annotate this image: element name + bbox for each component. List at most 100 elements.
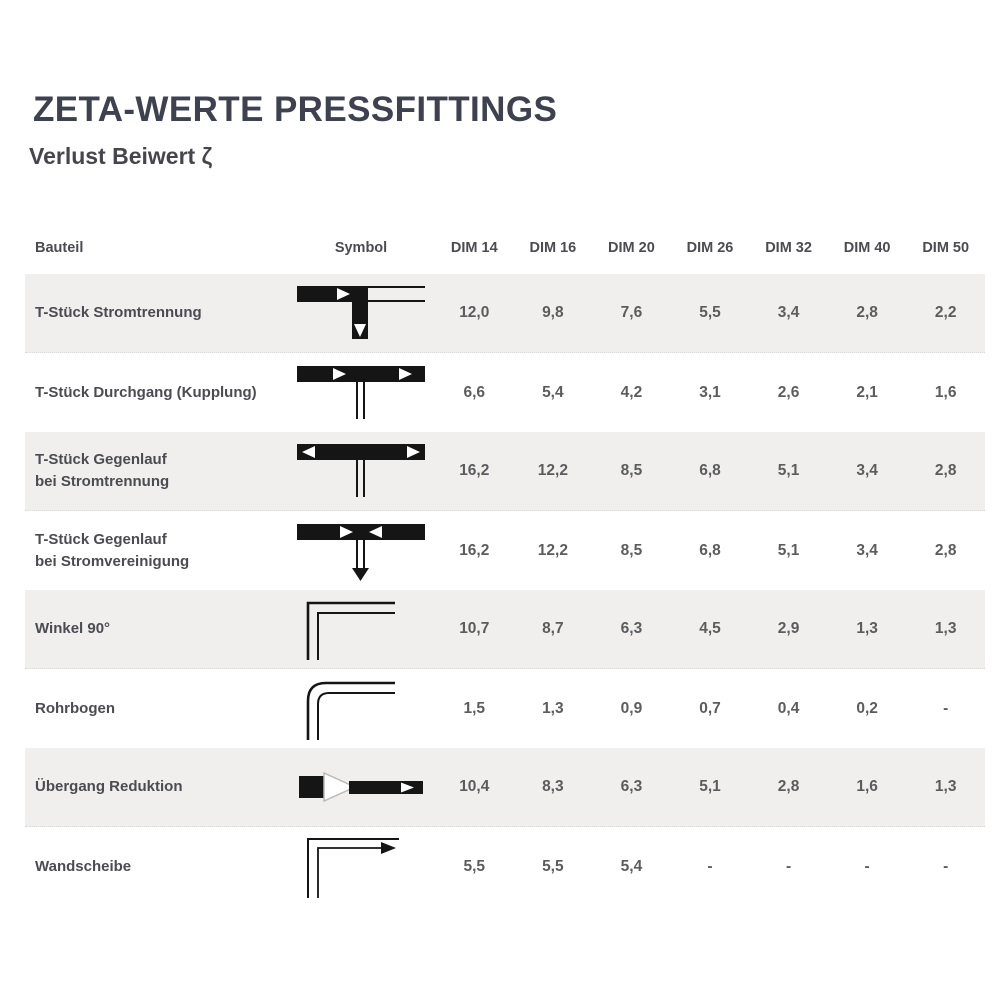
table-row: Wandscheibe 5,5 5,5 5,4 - - - -	[25, 827, 985, 906]
reducer-icon	[287, 748, 435, 826]
zeta-value: 0,4	[777, 699, 800, 717]
zeta-value: 3,1	[699, 383, 721, 401]
bauteil-label-line: Wandscheibe	[35, 857, 132, 875]
bauteil-label-line: T-Stück Stromtrennung	[35, 304, 202, 322]
zeta-value: -	[943, 699, 949, 717]
page-subtitle: Verlust Beiwert ζ	[29, 143, 213, 169]
table-body: T-Stück Stromtrennung 12,0 9,8 7,6 5,5 3,4 2,8…	[25, 274, 985, 906]
zeta-value: 12,0	[459, 304, 490, 321]
tee-passage-icon	[287, 353, 435, 432]
zeta-value: -	[707, 857, 713, 875]
pipe-bend-icon	[287, 669, 435, 748]
bauteil-label-line: T-Stück Durchgang (Kupplung)	[35, 383, 257, 401]
zeta-value: 2,8	[934, 541, 957, 559]
zeta-value: 12,2	[537, 541, 568, 559]
zeta-value: 8,7	[542, 620, 564, 637]
zeta-value: 0,9	[620, 699, 643, 717]
zeta-value: 8,5	[620, 462, 643, 479]
zeta-value: 2,9	[777, 620, 800, 637]
zeta-value: 16,2	[459, 541, 490, 559]
header-dim: DIM 40	[843, 240, 891, 256]
header-dim: DIM 20	[608, 240, 655, 256]
zeta-value: 2,1	[856, 383, 878, 401]
zeta-value: 7,6	[620, 304, 643, 321]
bauteil-label: T-Stück Durchgang (Kupplung)	[25, 382, 287, 404]
zeta-value: 5,5	[542, 857, 564, 875]
zeta-value: -	[864, 857, 870, 875]
header-dim: DIM 26	[686, 240, 734, 256]
zeta-value: 1,6	[856, 778, 878, 795]
tee-flow-split-icon	[287, 274, 435, 352]
bauteil-label: Rohrbogen	[25, 698, 287, 720]
bauteil-label: Wandscheibe	[25, 856, 287, 878]
zeta-value: 12,2	[537, 462, 568, 479]
bauteil-label: T-Stück Stromtrennung	[25, 302, 287, 324]
bauteil-label-line: bei Stromtrennung	[35, 473, 170, 490]
header-dim: DIM 32	[765, 240, 812, 256]
header-dim: DIM 14	[450, 240, 498, 256]
zeta-value: 2,8	[856, 304, 878, 321]
table-row: Rohrbogen 1,5 1,3 0,9 0,7 0,4 0,2 -	[25, 669, 985, 748]
bauteil-label-line: bei Stromvereinigung	[35, 552, 190, 570]
zeta-value: 0,7	[699, 699, 721, 717]
zeta-value: 8,5	[620, 541, 643, 559]
zeta-value: 10,4	[459, 778, 490, 795]
zeta-value: 10,7	[459, 620, 490, 637]
page-title: ZETA-WERTE PRESSFITTINGS	[33, 90, 558, 129]
zeta-value: 5,4	[542, 383, 564, 401]
zeta-value: 6,8	[699, 462, 721, 479]
bauteil-label-line: Rohrbogen	[35, 699, 115, 717]
table-row: T-Stück Gegenlauf bei Stromvereinigung 16,…	[25, 511, 985, 590]
zeta-value: 2,8	[934, 462, 957, 479]
zeta-value: 2,8	[777, 778, 800, 795]
zeta-value: 16,2	[459, 462, 490, 479]
zeta-value: -	[785, 857, 792, 875]
header-dim: DIM 50	[922, 240, 970, 256]
zeta-value: 5,1	[699, 778, 721, 795]
zeta-value: 6,3	[620, 620, 643, 637]
table-row: T-Stück Stromtrennung 12,0 9,8 7,6 5,5 3,4 2,8…	[25, 274, 985, 353]
zeta-value: 4,5	[699, 620, 721, 637]
zeta-value: 5,5	[463, 857, 486, 875]
elbow-90-icon	[287, 590, 435, 668]
wall-plate-icon	[287, 827, 435, 906]
zeta-value: 5,1	[777, 462, 800, 479]
zeta-value: 4,2	[620, 383, 643, 401]
zeta-value: 8,3	[542, 778, 564, 795]
header-bauteil: Bauteil	[35, 240, 84, 256]
bauteil-label: T-Stück Gegenlauf bei Stromvereinigung	[25, 529, 287, 573]
zeta-value: 1,3	[934, 778, 957, 795]
zeta-value: 5,4	[620, 857, 643, 875]
tee-counterflow-split-icon	[287, 432, 435, 510]
zeta-value: 1,6	[934, 383, 957, 401]
zeta-value: 1,5	[463, 699, 486, 717]
zeta-value: 3,4	[777, 304, 800, 321]
zeta-value: 1,3	[542, 699, 564, 717]
bauteil-label-line: Winkel 90°	[35, 620, 111, 638]
zeta-value: 0,2	[856, 699, 878, 717]
zeta-value: 5,5	[699, 304, 721, 321]
zeta-table: Bauteil Symbol DIM 14 DIM 16 DIM 20 DIM 26 D…	[25, 222, 985, 906]
zeta-value: 3,4	[856, 541, 878, 559]
table-row: Übergang Reduktion 10,4 8,3 6,3 5,1 2,8 1,6 1,3	[25, 748, 985, 827]
bauteil-label-line: Übergang Reduktion	[35, 778, 183, 796]
zeta-value: 3,4	[856, 462, 878, 479]
table-row: T-Stück Durchgang (Kupplung) 6,6 5,4 4,2 3,1…	[25, 353, 985, 432]
zeta-value: 6,3	[620, 778, 643, 795]
zeta-value: 2,6	[777, 383, 800, 401]
header-symbol: Symbol	[334, 240, 388, 256]
bauteil-label-line: T-Stück Gegenlauf	[35, 530, 167, 548]
zeta-value: 6,8	[699, 541, 721, 559]
table-header-row: Bauteil Symbol DIM 14 DIM 16 DIM 20 DIM 26 D…	[25, 222, 985, 274]
bauteil-label: T-Stück Gegenlauf bei Stromtrennung	[25, 449, 287, 493]
table-row: Winkel 90° 10,7 8,7 6,3 4,5 2,9 1,3 1,3	[25, 590, 985, 669]
zeta-value: 6,6	[463, 383, 486, 401]
tee-counterflow-join-icon	[287, 511, 435, 590]
zeta-value: 2,2	[934, 304, 957, 321]
bauteil-label: Übergang Reduktion	[25, 776, 287, 798]
table-row: T-Stück Gegenlauf bei Stromtrennung 16,2 12…	[25, 432, 985, 511]
zeta-value: 5,1	[777, 541, 800, 559]
zeta-value: -	[943, 857, 949, 875]
bauteil-label-line: T-Stück Gegenlauf	[35, 451, 167, 469]
